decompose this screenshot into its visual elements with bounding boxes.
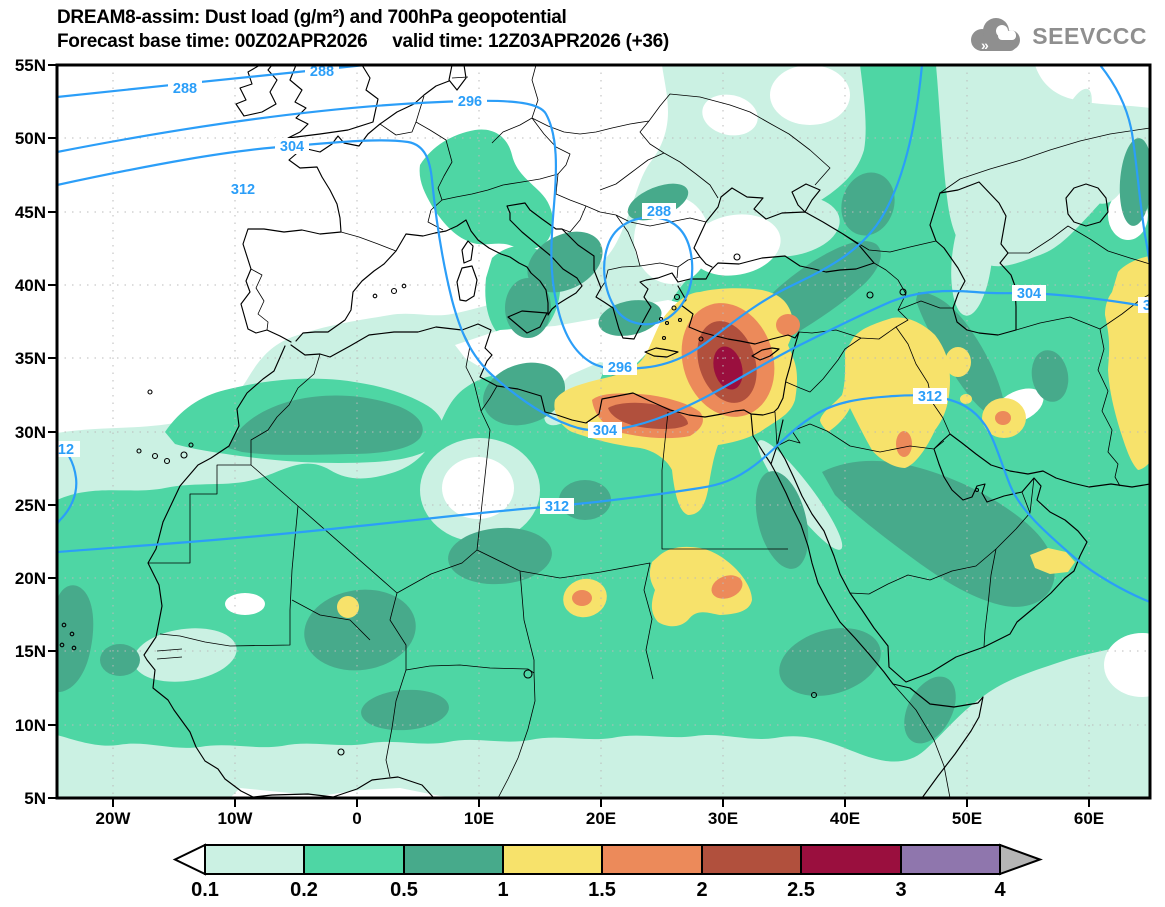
colorbar-labels: 0.1 0.2 0.5 1 1.5 2 2.5 3 4 xyxy=(191,879,1006,901)
lat-axis: 55N 50N 45N 40N 35N 30N 25N 20N 15N 10N … xyxy=(15,56,46,808)
logo-text: SEEVCCC xyxy=(1032,22,1147,49)
lon-label: 40E xyxy=(830,809,860,828)
lon-label: 10W xyxy=(218,809,254,828)
colorbar-label: 2.5 xyxy=(787,879,815,901)
lon-label: 50E xyxy=(952,809,982,828)
contour-label: 304 xyxy=(1017,286,1041,302)
seevccc-logo: » SEEVCCC xyxy=(964,14,1147,58)
colorbar-label: 0.2 xyxy=(290,879,318,901)
axis-ticks xyxy=(48,64,1090,807)
coastlines xyxy=(59,65,1150,798)
contour-label: 304 xyxy=(280,139,304,155)
contour-label: 288 xyxy=(647,204,671,220)
colorbar-label: 4 xyxy=(994,879,1006,901)
lat-label: 25N xyxy=(15,496,46,515)
contour-label: 288 xyxy=(173,81,197,97)
contour-label: 288 xyxy=(310,64,334,80)
country-borders xyxy=(148,65,1150,798)
colorbar-cells xyxy=(204,844,1001,875)
contour-labels: 288 288 296 304 312 288 296 304 312 312 … xyxy=(57,64,1165,515)
page-subtitle: Forecast base time: 00Z02APR2026 valid t… xyxy=(57,31,669,52)
lat-label: 50N xyxy=(15,129,46,148)
contour-label: 296 xyxy=(458,94,482,110)
lat-label: 15N xyxy=(15,642,46,661)
colorbar-label: 0.5 xyxy=(390,879,418,901)
page-title: DREAM8-assim: Dust load (g/m²) and 700hP… xyxy=(57,7,567,28)
lat-label: 20N xyxy=(15,569,46,588)
lon-label: 20E xyxy=(586,809,616,828)
lat-label: 10N xyxy=(15,716,46,735)
lon-label: 20W xyxy=(96,809,132,828)
colorbar-label: 0.1 xyxy=(191,879,219,901)
lat-label: 35N xyxy=(15,349,46,368)
contour-label: 304 xyxy=(1143,298,1165,314)
colorbar: 0.1 0.2 0.5 1 1.5 2 2.5 3 4 xyxy=(172,843,1043,901)
title-block: DREAM8-assim: Dust load (g/m²) and 700hP… xyxy=(57,6,669,54)
lon-label: 10E xyxy=(464,809,494,828)
colorbar-label: 1 xyxy=(497,879,508,901)
contour-label: 304 xyxy=(593,423,617,439)
colorbar-label: 2 xyxy=(696,879,707,901)
colorbar-label: 3 xyxy=(895,879,906,901)
lat-label: 55N xyxy=(15,56,46,75)
colorbar-under-arrow xyxy=(172,843,206,876)
cloud-icon: » xyxy=(971,18,1021,53)
lon-label: 60E xyxy=(1074,809,1104,828)
colorbar-over-arrow xyxy=(999,843,1043,876)
contour-label: 296 xyxy=(608,360,632,376)
colorbar-label: 1.5 xyxy=(588,879,616,901)
small-islands xyxy=(59,253,980,756)
lon-axis: 20W 10W 0 10E 20E 30E 40E 50E 60E xyxy=(96,809,1105,828)
contour-label: 312 xyxy=(918,389,942,405)
contour-label: 12 xyxy=(58,442,74,458)
lat-label: 40N xyxy=(15,276,46,295)
lon-label: 0 xyxy=(352,809,361,828)
lat-label: 45N xyxy=(15,203,46,222)
lat-label: 30N xyxy=(15,423,46,442)
lat-label: 5N xyxy=(24,789,46,808)
svg-text:»: » xyxy=(981,37,989,53)
contour-label: 312 xyxy=(231,182,255,198)
lon-label: 30E xyxy=(708,809,738,828)
contour-label: 312 xyxy=(545,499,569,515)
